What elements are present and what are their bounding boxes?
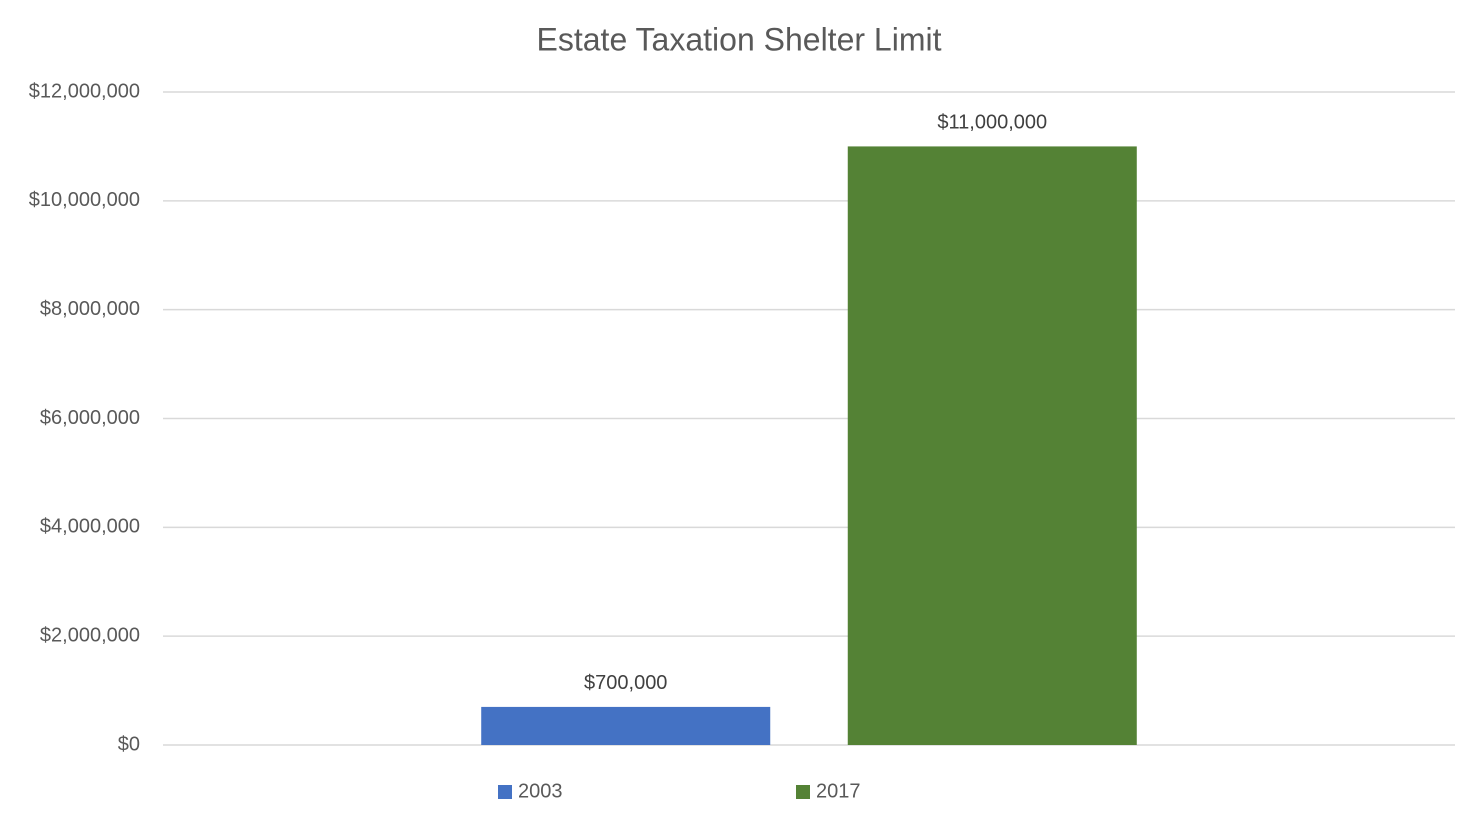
y-tick-label: $6,000,000 (40, 407, 140, 429)
y-tick-label: $2,000,000 (40, 624, 140, 646)
y-tick-label: $12,000,000 (29, 80, 140, 102)
value-label: $700,000 (584, 672, 667, 694)
legend-swatch (796, 785, 810, 799)
y-tick-label: $4,000,000 (40, 516, 140, 538)
value-label: $11,000,000 (937, 112, 1047, 134)
chart-title: Estate Taxation Shelter Limit (537, 21, 942, 57)
y-tick-label: $0 (118, 733, 140, 755)
y-tick-label: $10,000,000 (29, 189, 140, 211)
legend-label: 2017 (816, 780, 861, 802)
bar (847, 146, 1137, 745)
legend-swatch (498, 785, 512, 799)
bar (481, 706, 771, 745)
legend-label: 2003 (518, 780, 563, 802)
y-tick-label: $8,000,000 (40, 298, 140, 320)
